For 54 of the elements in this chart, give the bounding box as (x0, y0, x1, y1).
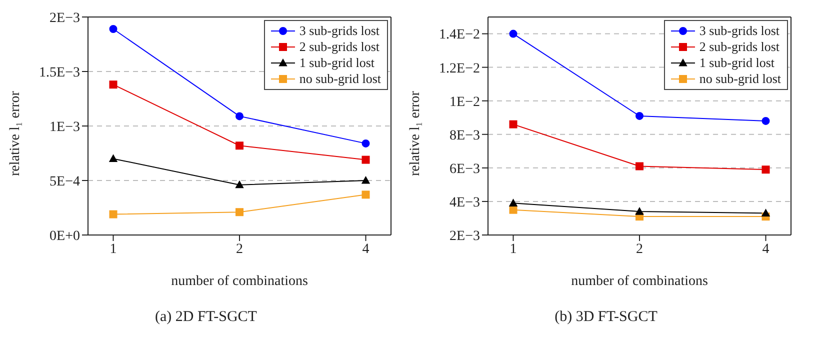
point (636, 208, 644, 215)
point (109, 80, 118, 89)
y-axis-title: relative l₁ error (8, 90, 23, 176)
y-tick-label: 8E−3 (450, 128, 480, 144)
x-tick-label: 4 (362, 242, 370, 257)
legend-label: 3 sub-grids lost (699, 23, 780, 39)
point (762, 116, 770, 125)
x-tick-label: 2 (636, 242, 643, 257)
point (362, 156, 370, 164)
y-tick-label: 1.5E−3 (39, 65, 80, 80)
point (236, 180, 244, 188)
point (509, 199, 518, 206)
y-tick-label: 2E−3 (450, 228, 480, 244)
point (109, 154, 118, 162)
x-axis-title: number of combinations (171, 274, 308, 289)
legend-label: 2 sub-grids lost (299, 39, 380, 55)
point (236, 112, 244, 120)
point (636, 112, 644, 120)
y-tick-label: 2E−3 (50, 10, 80, 26)
point (509, 206, 518, 214)
point (236, 142, 244, 150)
point (109, 24, 118, 33)
x-tick-label: 1 (510, 242, 517, 257)
legend-label: no sub-grid lost (699, 71, 781, 87)
y-tick-label: 4E−3 (450, 195, 480, 210)
x-tick-label: 4 (762, 242, 770, 257)
legend-label: 3 sub-grids lost (299, 23, 380, 39)
point (636, 162, 644, 170)
point (762, 166, 770, 174)
legend-label: 1 sub-grid lost (699, 55, 774, 71)
y-tick-label: 0E+0 (50, 228, 80, 244)
point (362, 190, 370, 199)
point (362, 176, 370, 184)
x-tick-label: 2 (236, 242, 243, 257)
legend-label: no sub-grid lost (299, 71, 381, 87)
x-axis-title: number of combinations (571, 274, 708, 289)
point (236, 208, 244, 216)
y-tick-label: 6E−3 (450, 162, 480, 177)
legend-label: 1 sub-grid lost (299, 55, 374, 71)
text: (b) 3D FT-SGCT (554, 309, 658, 326)
x-tick-label: 1 (110, 242, 117, 257)
y-tick-label: 1E−3 (50, 120, 80, 135)
point (109, 210, 118, 218)
point (509, 120, 518, 128)
point (362, 139, 370, 148)
legend-label: 2 sub-grids lost (699, 39, 780, 55)
y-axis-title: relative l₁ error (408, 90, 423, 176)
text: (a) 2D FT-SGCT (155, 309, 257, 326)
y-tick-label: 5E−4 (50, 174, 80, 190)
y-tick-label: 1.4E−2 (439, 28, 480, 43)
y-tick-label: 1E−2 (450, 94, 480, 110)
point (762, 209, 770, 216)
y-tick-label: 1.2E−2 (439, 61, 480, 76)
point (509, 30, 518, 38)
